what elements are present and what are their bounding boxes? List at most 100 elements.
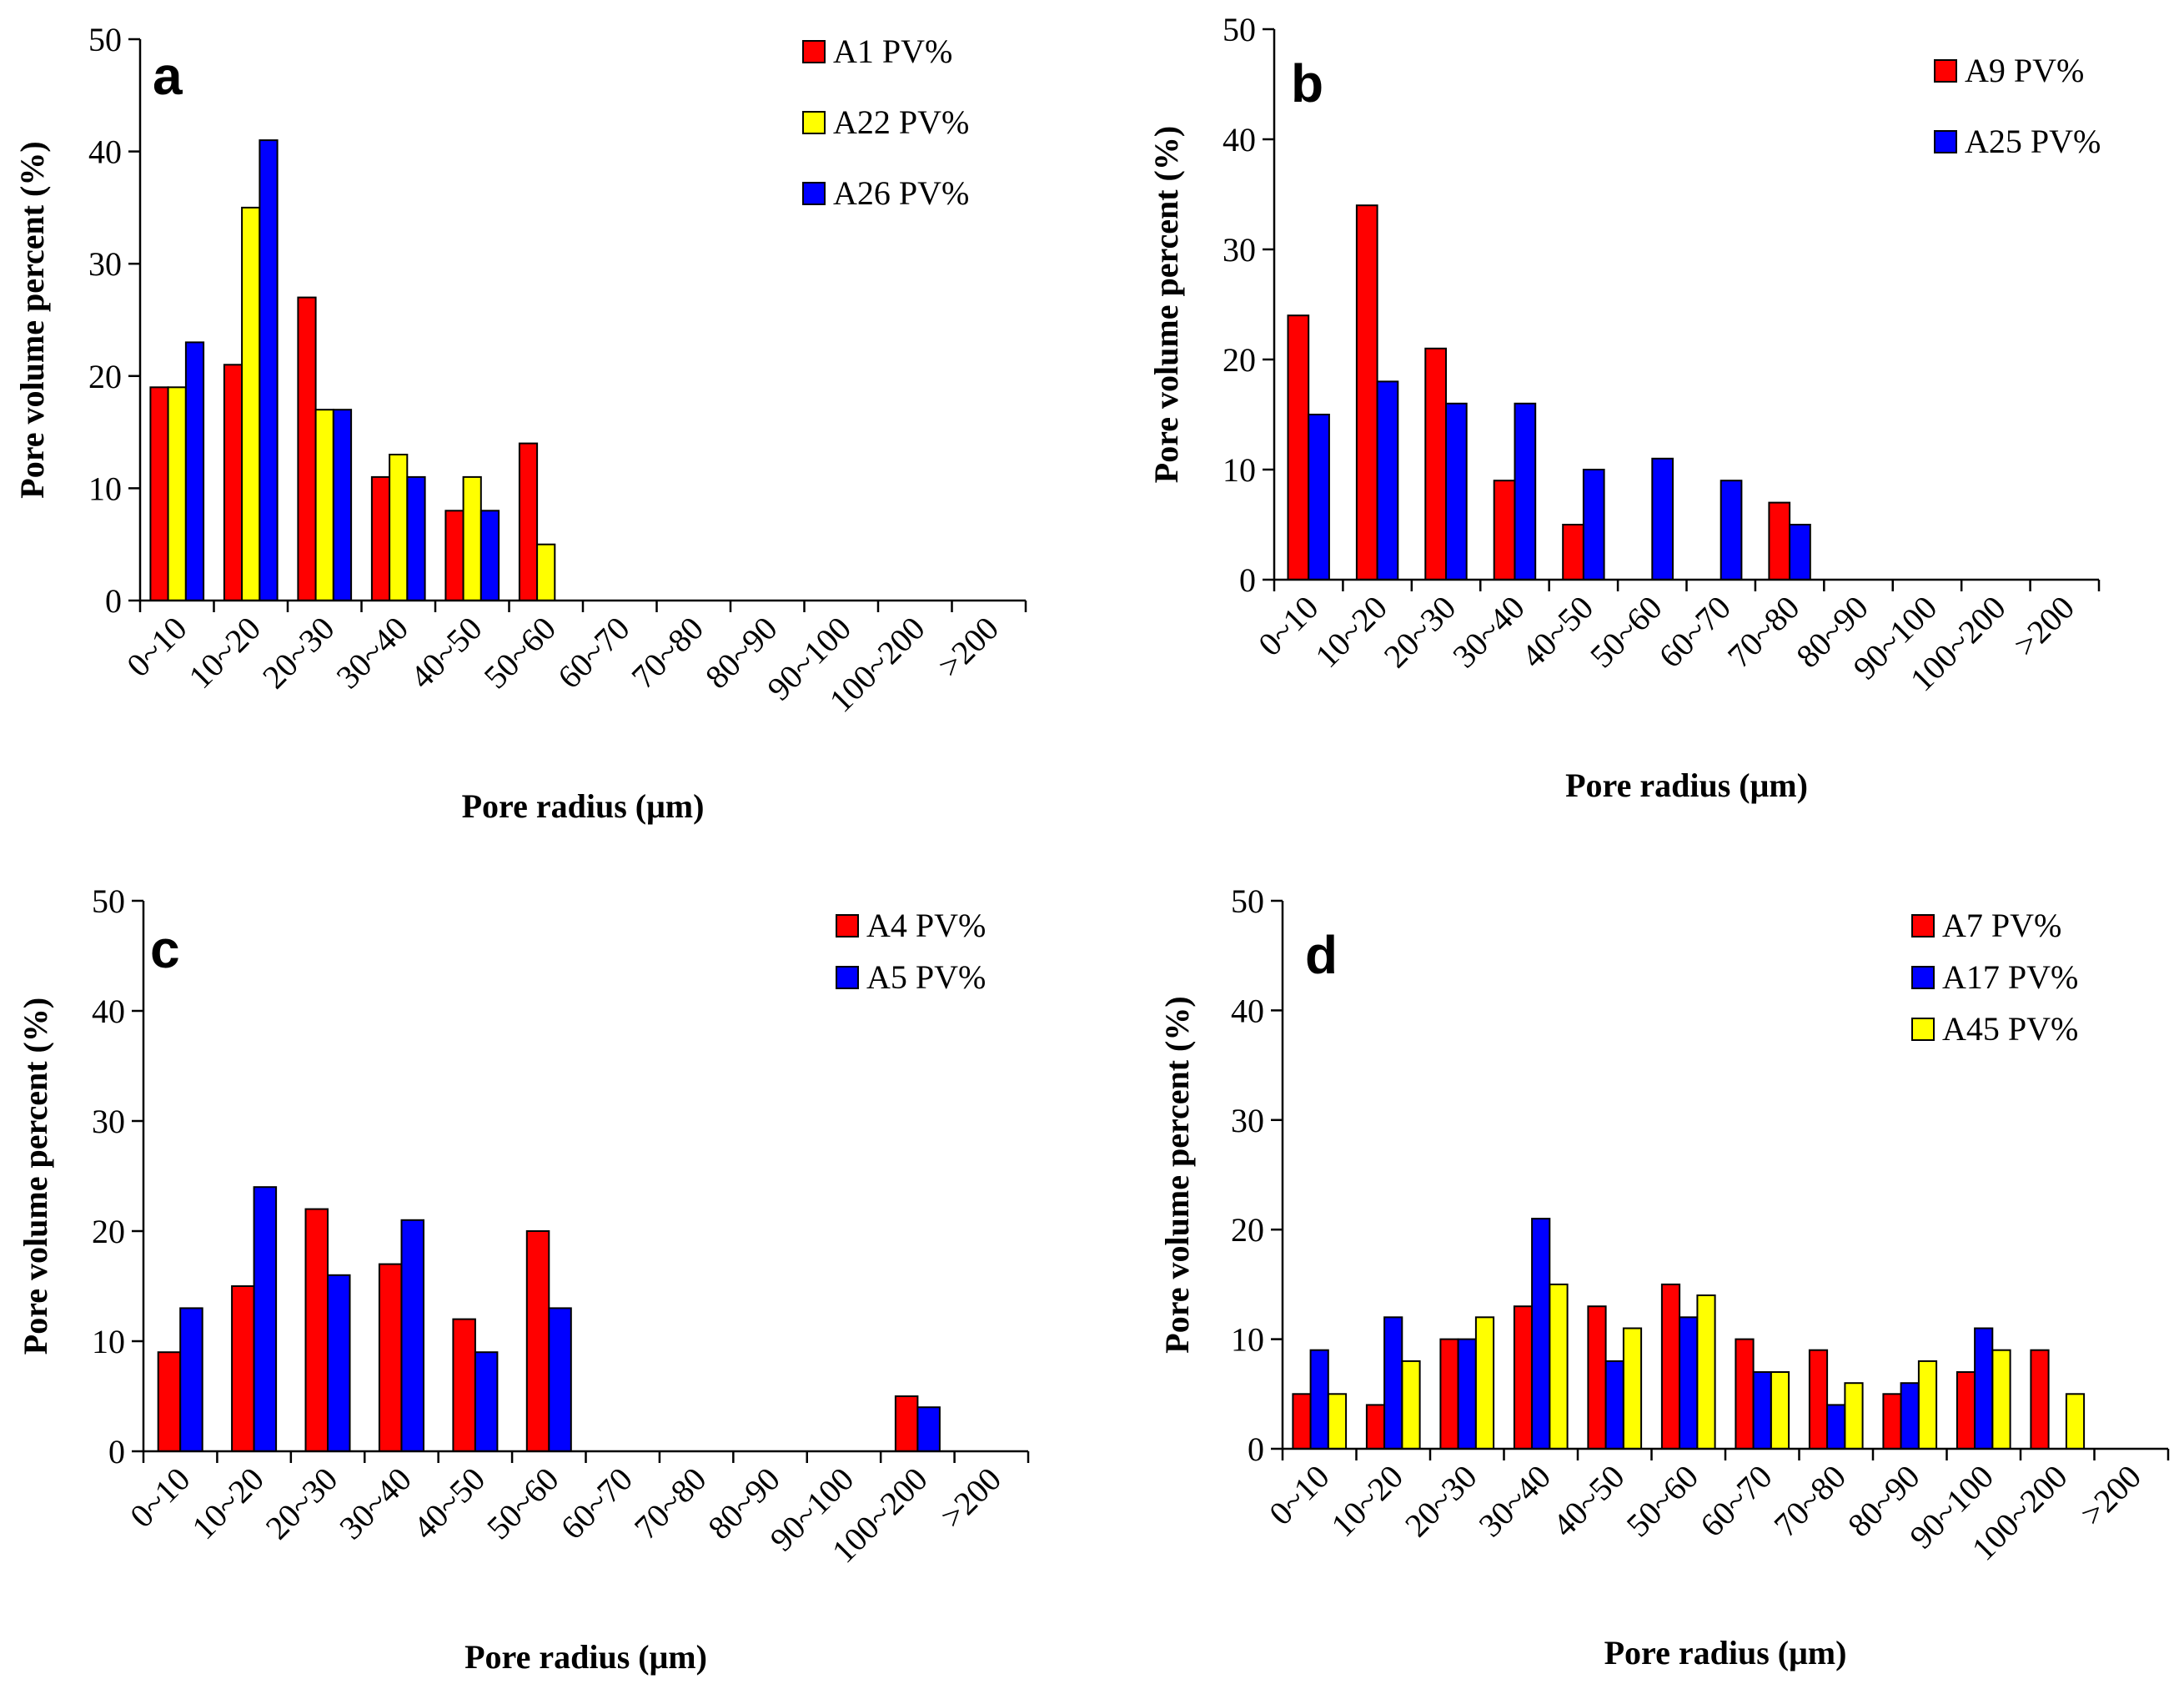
x-tick-label: 30~40 [332,1460,419,1547]
x-tick-label: 60~70 [553,1460,640,1547]
y-tick-label: 20 [1223,341,1256,379]
x-tick-label: 50~60 [1619,1458,1705,1545]
bar-a-a1-5 [518,442,539,601]
legend-label: A1 PV% [833,33,952,70]
x-tick-label: 60~70 [550,610,637,696]
y-tick-label: 0 [1239,561,1256,599]
bar-b-a9-3 [1493,480,1516,581]
legend: A9 PV% A25 PV% [1934,52,2101,160]
x-tick-label: 0~10 [1262,1458,1337,1533]
y-tick-label: 0 [108,1433,125,1470]
x-tick-label: 20~30 [1377,589,1464,676]
y-tick-label: 30 [88,245,122,283]
bar-d-a7-0 [1292,1393,1312,1450]
bar-a-a22-1 [241,206,261,601]
bar-d-a7-7 [1808,1349,1829,1450]
x-tick-label: 20~30 [255,610,342,696]
x-axis-title: Pore radius (μm) [464,1638,707,1676]
bar-b-a9-7 [1768,501,1791,581]
bar-b-a25-0 [1308,414,1330,581]
bar-d-a7-1 [1365,1404,1386,1450]
x-tick-label: 50~60 [479,1460,566,1547]
bar-d-a17-4 [1604,1360,1624,1450]
bar-a-a22-5 [536,543,556,602]
y-axis-title: Pore volume percent (%) [17,998,54,1355]
legend: A4 PV% A5 PV% [836,907,986,996]
y-tick-label: 50 [92,882,125,920]
y-tick-label: 20 [92,1213,125,1250]
bar-a-a26-4 [479,510,500,601]
y-tick-label: 30 [1223,231,1256,269]
bar-b-a25-3 [1514,402,1537,581]
x-tick-label: 40~50 [1545,1458,1632,1545]
legend-label: A5 PV% [866,958,986,996]
x-tick-label: 60~70 [1651,589,1738,676]
legend-swatch [1911,1018,1935,1041]
bar-a-a22-2 [314,409,334,602]
bar-c-a4-3 [378,1263,403,1452]
x-tick-label: 0~10 [119,610,194,685]
y-tick-label: 10 [88,470,122,507]
panel-letter: d [1305,925,1338,985]
x-tick-label: 70~80 [1766,1458,1853,1545]
x-tick-label: 40~50 [1514,589,1601,676]
bar-b-a25-1 [1376,380,1399,581]
bar-a-a26-0 [184,341,205,601]
y-axis-title: Pore volume percent (%) [1147,126,1185,483]
x-tick-label: 0~10 [123,1460,198,1536]
bar-d-a7-4 [1587,1305,1607,1450]
legend-swatch [802,40,826,63]
x-tick-label: 70~80 [627,1460,714,1547]
x-tick-label: >200 [933,1460,1008,1536]
bar-d-a17-8 [1900,1382,1920,1450]
bar-b-a25-2 [1445,402,1468,581]
x-tick-label: 70~80 [624,610,710,696]
bar-d-a45-5 [1696,1294,1716,1450]
bar-a-a22-4 [462,475,482,602]
legend-swatch [836,966,859,989]
bar-d-a17-0 [1309,1349,1329,1450]
bar-b-a25-5 [1651,457,1674,581]
bar-d-a7-8 [1882,1393,1902,1450]
legend-swatch [1911,914,1935,937]
y-tick-label: 50 [1231,882,1264,920]
x-tick-label: 30~40 [329,610,415,696]
legend-label: A17 PV% [1942,958,2078,996]
bar-d-a45-2 [1474,1316,1495,1450]
bar-c-a5-10 [916,1406,941,1452]
x-tick-label: 20~30 [259,1460,345,1547]
legend-swatch [836,914,859,937]
legend-swatch [802,111,826,134]
x-tick-label: 10~20 [1308,589,1394,676]
x-tick-label: 10~20 [1323,1458,1410,1545]
x-tick-label: 40~50 [403,610,490,696]
y-tick-label: 50 [88,21,122,58]
x-axis-title: Pore radius (μm) [1565,767,1808,804]
legend-label: A4 PV% [866,907,986,944]
bar-a-a26-3 [406,475,426,602]
x-tick-label: 10~20 [184,1460,271,1547]
chart-panel-d: 0 10 20 30 40 50 0~1010~2020~3030~4040~5050~60… [1158,882,2170,1671]
bar-a-a1-4 [444,510,464,601]
bar-b-a25-7 [1789,524,1811,581]
x-axis-title: Pore radius (μm) [1604,1634,1847,1671]
panel-letter: b [1291,53,1323,113]
legend-label: A7 PV% [1942,907,2061,944]
bar-a-a22-0 [167,386,187,601]
y-tick-label: 30 [92,1103,125,1140]
legend: A1 PV% A22 PV% A26 PV% [802,33,969,212]
y-tick-label: 50 [1223,11,1256,48]
bar-d-a17-6 [1752,1371,1772,1450]
bar-d-a17-3 [1531,1218,1551,1450]
x-axis-title: Pore radius (μm) [462,787,705,825]
bar-b-a9-1 [1355,204,1378,581]
bar-a-a1-2 [297,296,317,601]
y-tick-label: 40 [88,133,122,171]
bar-c-a4-2 [304,1208,329,1452]
y-axis-title: Pore volume percent (%) [1158,996,1196,1353]
bar-d-a7-9 [1956,1371,1976,1450]
y-tick-label: 30 [1231,1102,1264,1139]
y-tick-label: 10 [1223,451,1256,489]
bar-d-a17-9 [1974,1327,1994,1450]
